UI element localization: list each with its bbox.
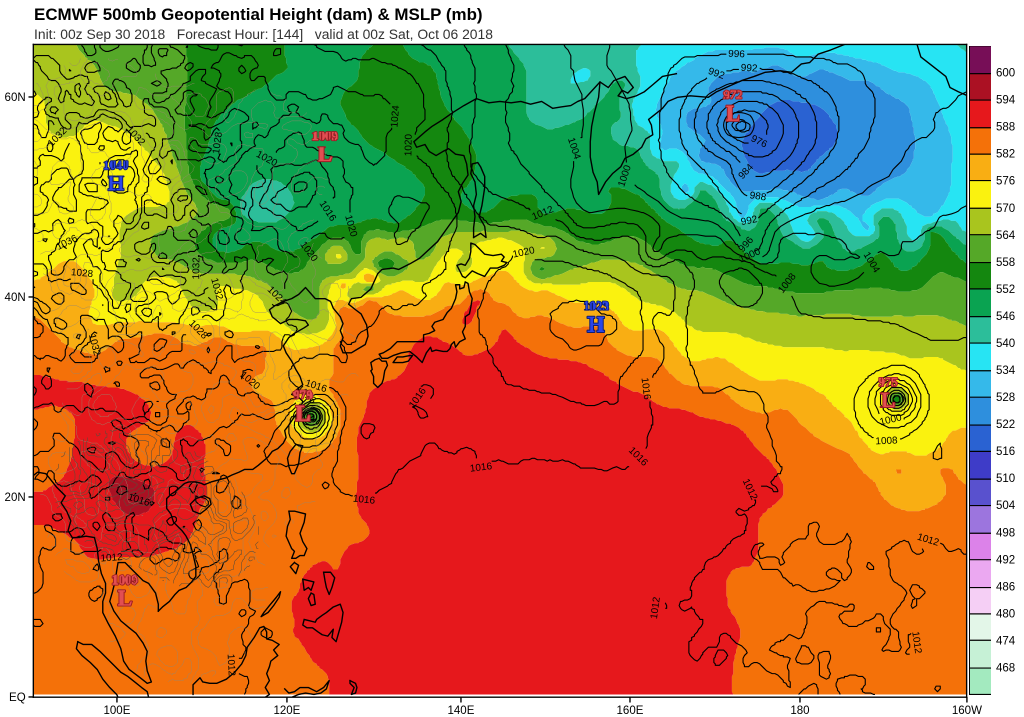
svg-text:996: 996 — [728, 49, 746, 61]
svg-text:1032: 1032 — [208, 277, 225, 302]
svg-text:1016: 1016 — [469, 461, 493, 474]
svg-text:1016: 1016 — [352, 494, 376, 507]
svg-text:1028: 1028 — [70, 267, 93, 280]
svg-text:120E: 120E — [273, 705, 300, 717]
svg-text:528: 528 — [996, 392, 1015, 404]
svg-text:992: 992 — [741, 63, 759, 75]
svg-text:1020: 1020 — [512, 245, 536, 261]
svg-text:492: 492 — [996, 554, 1015, 566]
svg-text:180: 180 — [790, 705, 809, 717]
svg-text:498: 498 — [996, 527, 1015, 539]
svg-text:20N: 20N — [5, 492, 26, 504]
svg-text:160W: 160W — [952, 705, 982, 717]
svg-text:552: 552 — [996, 284, 1015, 296]
svg-text:570: 570 — [996, 203, 1015, 215]
svg-text:576: 576 — [996, 176, 1015, 188]
svg-text:1012: 1012 — [100, 552, 123, 565]
svg-text:486: 486 — [996, 581, 1015, 593]
svg-text:1012: 1012 — [225, 654, 237, 677]
svg-text:582: 582 — [996, 149, 1015, 161]
svg-text:160E: 160E — [617, 705, 644, 717]
svg-text:60N: 60N — [5, 92, 26, 104]
svg-text:Init: 00z Sep 30 2018 Foreca: Init: 00z Sep 30 2018 Forecast Hour: [14… — [34, 26, 493, 42]
svg-text:1020: 1020 — [342, 214, 359, 239]
svg-text:516: 516 — [996, 446, 1015, 458]
svg-text:992: 992 — [740, 214, 759, 228]
svg-text:1032: 1032 — [86, 333, 102, 358]
svg-text:564: 564 — [996, 230, 1016, 242]
svg-text:1012: 1012 — [909, 631, 923, 655]
svg-text:600: 600 — [996, 68, 1015, 80]
svg-text:522: 522 — [996, 419, 1015, 431]
svg-text:992: 992 — [706, 66, 726, 82]
svg-text:EQ: EQ — [9, 692, 26, 704]
svg-text:1028: 1028 — [211, 131, 225, 155]
svg-text:1032: 1032 — [191, 257, 202, 280]
svg-text:510: 510 — [996, 473, 1015, 485]
svg-text:1012: 1012 — [649, 596, 663, 620]
svg-text:594: 594 — [996, 95, 1016, 107]
svg-text:534: 534 — [996, 365, 1016, 377]
svg-text:1000: 1000 — [879, 412, 904, 428]
svg-text:540: 540 — [996, 338, 1015, 350]
svg-text:988: 988 — [749, 190, 768, 203]
svg-text:546: 546 — [996, 311, 1015, 323]
svg-text:468: 468 — [996, 662, 1015, 674]
svg-text:474: 474 — [996, 635, 1016, 647]
svg-text:504: 504 — [996, 500, 1016, 512]
svg-text:1008: 1008 — [875, 435, 898, 447]
svg-text:140E: 140E — [448, 705, 475, 717]
svg-text:558: 558 — [996, 257, 1015, 269]
svg-text:100E: 100E — [103, 705, 130, 717]
svg-text:1016: 1016 — [639, 377, 653, 401]
svg-text:ECMWF 500mb Geopotential Heigh: ECMWF 500mb Geopotential Height (dam) & … — [34, 5, 483, 24]
svg-text:588: 588 — [996, 122, 1015, 134]
svg-text:480: 480 — [996, 608, 1015, 620]
svg-text:1020: 1020 — [403, 134, 414, 157]
svg-text:40N: 40N — [5, 292, 26, 304]
svg-text:1024: 1024 — [389, 104, 402, 127]
